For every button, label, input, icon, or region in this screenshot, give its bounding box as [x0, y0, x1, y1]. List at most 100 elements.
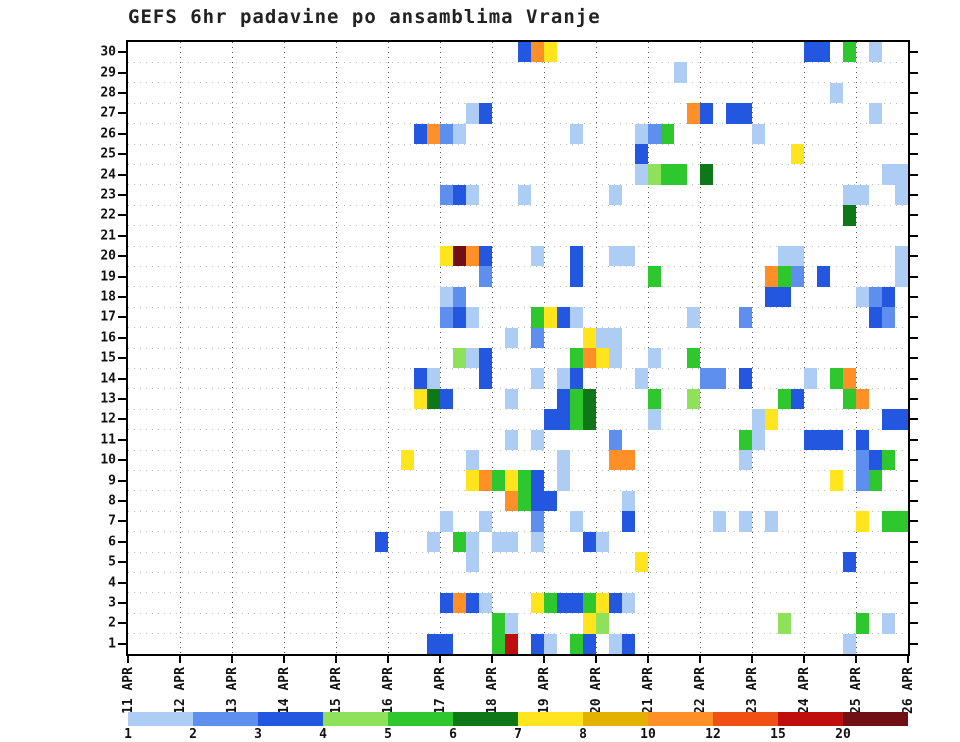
y-axis-tick	[118, 459, 126, 462]
gridline-horizontal	[128, 204, 908, 206]
heatmap-cell	[531, 327, 544, 348]
heatmap-cell	[752, 123, 765, 144]
heatmap-cell	[895, 246, 908, 267]
heatmap-cell	[479, 103, 492, 124]
heatmap-cell	[765, 266, 778, 287]
heatmap-cell	[427, 633, 440, 654]
heatmap-cell	[713, 368, 726, 389]
heatmap-cell	[570, 592, 583, 614]
heatmap-cell	[453, 348, 466, 369]
heatmap-cell	[726, 103, 739, 124]
heatmap-cell	[479, 266, 492, 287]
y-axis-tick	[118, 561, 126, 564]
x-axis-tick	[179, 656, 181, 663]
x-axis-tick	[439, 656, 441, 663]
heatmap-cell	[531, 511, 544, 532]
heatmap-cell	[856, 470, 869, 491]
gridline-horizontal	[128, 306, 908, 308]
x-axis-label: 17 APR	[433, 667, 448, 714]
x-axis-tick	[335, 656, 337, 663]
y-axis-tick	[910, 336, 918, 339]
gridline-horizontal	[128, 245, 908, 247]
heatmap-cell	[622, 490, 635, 512]
heatmap-cell	[531, 368, 544, 389]
y-axis-tick	[910, 214, 918, 217]
heatmap-cell	[622, 246, 635, 267]
x-axis-tick	[387, 656, 389, 663]
heatmap-cell	[700, 164, 713, 185]
heatmap-cell	[427, 388, 440, 410]
heatmap-cell	[687, 307, 700, 328]
heatmap-cell	[466, 592, 479, 614]
heatmap-cell	[856, 613, 869, 634]
colorbar	[128, 712, 908, 726]
heatmap-cell	[778, 266, 791, 287]
y-axis-label: 19	[100, 269, 116, 285]
heatmap-cell	[648, 348, 661, 369]
heatmap-cell	[466, 348, 479, 369]
heatmap-cell	[895, 184, 908, 206]
heatmap-cell	[583, 327, 596, 348]
heatmap-cell	[440, 184, 453, 206]
heatmap-cell	[843, 388, 856, 410]
x-axis-tick	[595, 656, 597, 663]
gridline-horizontal	[128, 143, 908, 145]
y-axis-label: 15	[100, 350, 116, 366]
heatmap-cell	[856, 450, 869, 471]
y-axis-label: 13	[100, 391, 116, 407]
heatmap-cell	[492, 633, 505, 654]
heatmap-cell	[830, 368, 843, 389]
gridline-horizontal	[128, 592, 908, 594]
heatmap-cell	[531, 42, 544, 63]
y-axis-tick	[118, 194, 126, 196]
heatmap-cell	[843, 368, 856, 389]
heatmap-cell	[635, 552, 648, 573]
y-axis-tick	[910, 173, 918, 176]
y-axis-tick	[910, 357, 918, 360]
heatmap-cell	[505, 490, 518, 512]
heatmap-cell	[804, 429, 817, 450]
heatmap-cell	[440, 286, 453, 308]
heatmap-cell	[570, 246, 583, 267]
heatmap-cell	[544, 307, 557, 328]
gridline-horizontal	[128, 571, 908, 573]
heatmap-cell	[479, 246, 492, 267]
colorbar-label: 5	[384, 727, 392, 742]
heatmap-cell	[466, 450, 479, 471]
y-axis-label: 14	[100, 371, 116, 387]
heatmap-cell	[648, 388, 661, 410]
plot-frame	[126, 40, 910, 656]
heatmap-cell	[856, 184, 869, 206]
heatmap-cell	[453, 592, 466, 614]
heatmap-cell	[687, 348, 700, 369]
y-axis-label: 30	[100, 44, 116, 60]
y-axis-tick	[118, 581, 126, 584]
heatmap-cell	[739, 103, 752, 124]
heatmap-cell	[583, 348, 596, 369]
y-axis-tick	[118, 398, 126, 400]
heatmap-cell	[609, 633, 622, 654]
heatmap-cell	[479, 368, 492, 389]
y-axis-tick	[910, 459, 918, 462]
heatmap-cell	[492, 613, 505, 634]
colorbar-label: 20	[835, 727, 851, 742]
heatmap-cell	[648, 164, 661, 185]
gridline-horizontal	[128, 367, 908, 369]
x-axis-tick	[491, 656, 493, 663]
heatmap-cell	[635, 164, 648, 185]
y-axis-tick	[910, 602, 918, 604]
y-axis-tick	[118, 275, 126, 278]
y-axis-label: 2	[108, 615, 116, 631]
y-axis-label: 18	[100, 289, 116, 305]
y-axis-tick	[910, 132, 918, 135]
y-axis-tick	[910, 112, 918, 115]
heatmap-cell	[531, 633, 544, 654]
heatmap-cell	[453, 184, 466, 206]
y-axis-tick	[118, 316, 126, 319]
heatmap-cell	[505, 470, 518, 491]
heatmap-cell	[648, 266, 661, 287]
heatmap-cell	[518, 470, 531, 491]
heatmap-cell	[570, 348, 583, 369]
heatmap-cell	[544, 42, 557, 63]
plot-area	[128, 42, 908, 654]
